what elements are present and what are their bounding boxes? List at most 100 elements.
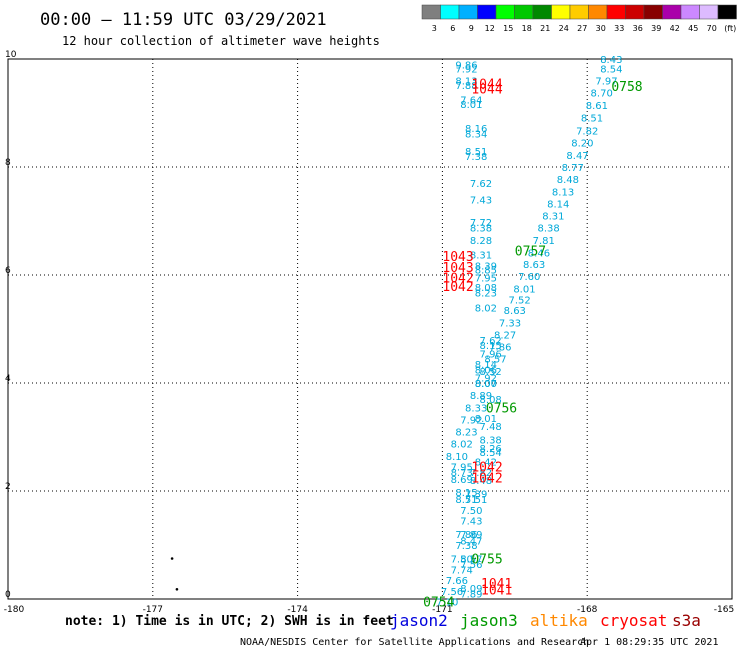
- footer-timestamp: Apr 1 08:29:35 UTC 2021: [580, 637, 718, 648]
- marker-dot: [175, 587, 179, 591]
- wave-height-label: 9.86: [455, 60, 477, 71]
- pass-time-label: 1044: [471, 77, 502, 92]
- pass-time-label: 1042: [442, 280, 473, 295]
- y-tick-label: 2: [5, 482, 11, 492]
- wave-height-values: 9.867.928.137.887.648.018.168.348.517.38…: [436, 55, 622, 609]
- wave-height-label: 7.92: [460, 416, 482, 427]
- wave-height-label: 7.43: [460, 517, 482, 528]
- wave-height-label: 8.27: [494, 330, 516, 341]
- wave-height-label: 8.69: [451, 475, 473, 486]
- colorbar-label: 42: [670, 24, 680, 33]
- wave-height-label: 8.43: [600, 55, 622, 66]
- colorbar-label: 12: [485, 24, 495, 33]
- footer-credit: NOAA/NESDIS Center for Satellite Applica…: [240, 637, 589, 648]
- wave-height-label: 7.10: [436, 598, 458, 609]
- wave-height-label: 8.10: [446, 452, 468, 463]
- wave-height-label: 8.07: [475, 379, 497, 390]
- colorbar-swatch: [551, 4, 571, 20]
- colorbar-swatch: [643, 4, 663, 20]
- wave-height-label: 7.89: [460, 530, 482, 541]
- wave-height-label: 7.72: [470, 218, 492, 229]
- wave-height-label: 7.97: [595, 77, 617, 88]
- wave-height-label: 7.62: [470, 179, 492, 190]
- x-tick-label: -171: [432, 605, 452, 615]
- wave-height-label: 8.01: [513, 285, 535, 296]
- wave-height-label: 8.14: [547, 200, 569, 211]
- wave-height-label: 7.38: [455, 541, 477, 552]
- y-tick-label: 4: [5, 374, 11, 384]
- colorbar-label: 45: [688, 24, 698, 33]
- colorbar-label: 18: [522, 24, 532, 33]
- colorbar-label: 3: [432, 24, 437, 33]
- colorbar-swatch: [588, 4, 608, 20]
- y-tick-label: 6: [5, 266, 11, 276]
- wave-height-label: 7.52: [508, 295, 530, 306]
- axis-ticks: -180 -177 -174 -171 -168 -165 0 2 4 6 8 10: [4, 50, 734, 615]
- wave-height-label: 7.33: [499, 319, 521, 330]
- pass-time-label: 0756: [486, 401, 517, 416]
- satellite-legend: jason2 jason3 altika cryosat s3a: [390, 611, 701, 630]
- wave-height-label: 8.39: [475, 261, 497, 272]
- legend-s3a: s3a: [672, 611, 701, 630]
- wave-height-label: 8.08: [475, 283, 497, 294]
- y-tick-label: 0: [5, 590, 11, 600]
- wave-height-label: 8.16: [465, 124, 487, 135]
- colorbar-swatch: [662, 4, 682, 20]
- pass-time-label: 1041: [481, 577, 512, 592]
- wave-height-label: 8.51: [465, 147, 487, 158]
- colorbar-label: 33: [614, 24, 624, 33]
- wave-height-label: 7.43: [470, 195, 492, 206]
- y-tick-label: 8: [5, 158, 11, 168]
- colorbar-swatch: [717, 4, 737, 20]
- pass-time-label: 0758: [611, 80, 642, 95]
- wave-height-label: 7.64: [460, 96, 482, 107]
- colorbar-swatch: [495, 4, 515, 20]
- wave-height-label: 8.28: [470, 236, 492, 247]
- colorbar-swatch: [699, 4, 719, 20]
- colorbar-label: 70: [707, 24, 717, 33]
- colorbar-swatch: [458, 4, 478, 20]
- wave-height-label: 7.86: [489, 342, 511, 353]
- wave-height-label: 7.39: [465, 490, 487, 501]
- colorbar-swatch: [606, 4, 626, 20]
- colorbar-swatch: [532, 4, 552, 20]
- colorbar-label: 24: [559, 24, 569, 33]
- wave-height-label: 8.52: [480, 367, 502, 378]
- chart-title: 00:00 – 11:59 UTC 03/29/2021: [40, 10, 327, 30]
- wave-height-label: 7.56: [460, 560, 482, 571]
- wave-height-label: 7.89: [460, 590, 482, 601]
- wave-height-label: 7.92: [455, 65, 477, 76]
- legend-jason2: jason2: [390, 611, 448, 630]
- wave-height-label: 8.85: [475, 266, 497, 277]
- wave-height-label: 8.46: [528, 248, 550, 259]
- wave-height-label: 8.47: [460, 537, 482, 548]
- wave-height-label: 8.70: [591, 88, 613, 99]
- wave-height-label: 8.02: [451, 439, 473, 450]
- pass-time-label: 1042: [471, 472, 502, 487]
- wave-height-label: 7.86: [455, 530, 477, 541]
- pass-time-label: 1043: [442, 250, 473, 265]
- colorbar-swatch: [477, 4, 497, 20]
- wave-height-label: 8.13: [455, 77, 477, 88]
- wave-height-label: 8.48: [470, 476, 492, 487]
- wave-height-label: 7.82: [576, 126, 598, 137]
- wave-height-label: 8.38: [537, 223, 559, 234]
- wave-height-label: 8.89: [470, 391, 492, 402]
- wave-height-label: 8.01: [460, 100, 482, 111]
- wave-height-label: 8.54: [480, 448, 502, 459]
- colorbar-swatch: [680, 4, 700, 20]
- colorbar-label: 15: [503, 24, 513, 33]
- wave-height-label: 7.82: [470, 468, 492, 479]
- colorbar-swatch: [569, 4, 589, 20]
- pass-time-label: 0755: [471, 553, 502, 568]
- chart-subtitle: 12 hour collection of altimeter wave hei…: [62, 34, 380, 48]
- wave-height-label: 8.23: [475, 288, 497, 299]
- wave-height-label: 8.57: [484, 355, 506, 366]
- colorbar-label: 6: [450, 24, 455, 33]
- wave-height-label: 7.81: [533, 236, 555, 247]
- colorbar-label: 39: [651, 24, 661, 33]
- colorbar-label: 21: [540, 24, 550, 33]
- wave-height-label: 7.88: [455, 81, 477, 92]
- wave-height-label: 8.15: [480, 341, 502, 352]
